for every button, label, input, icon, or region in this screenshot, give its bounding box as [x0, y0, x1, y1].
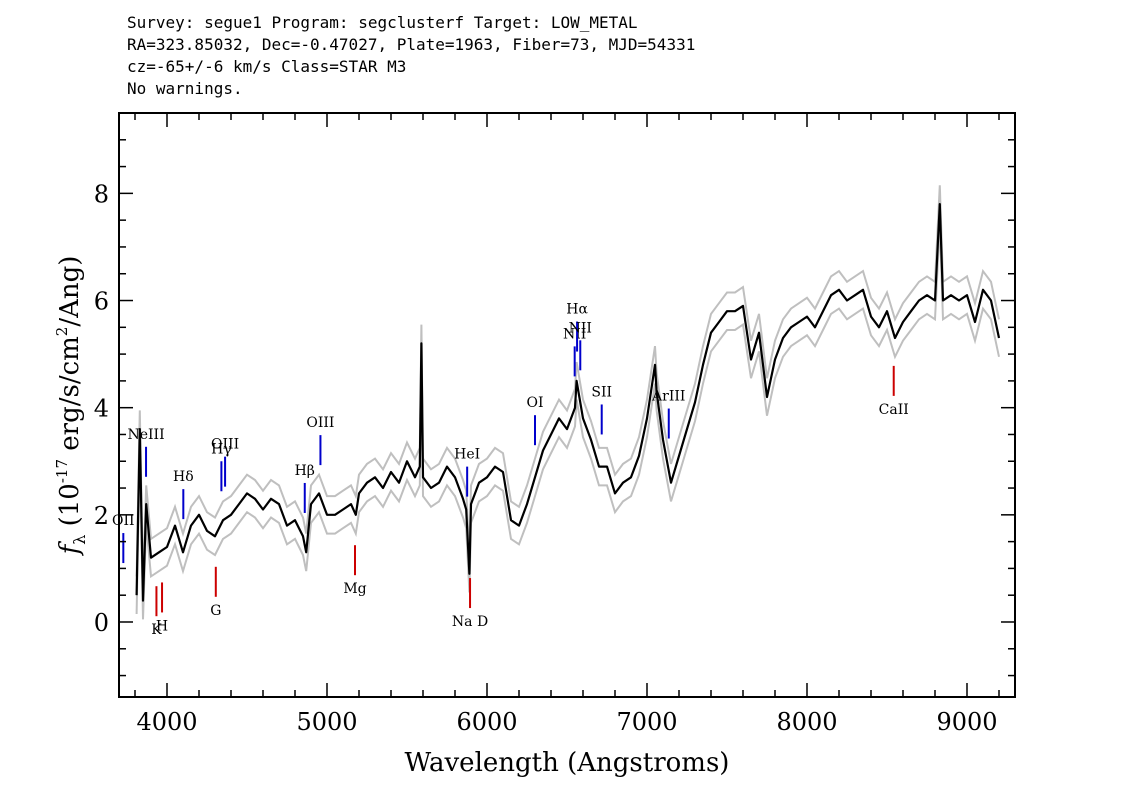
- line-label: Hβ: [295, 463, 315, 479]
- line-label: OIII: [306, 415, 334, 431]
- y-tick-label: 0: [94, 609, 109, 637]
- line-label: Mg: [343, 581, 366, 597]
- x-tick-label: 9000: [936, 708, 997, 736]
- x-tick-label: 6000: [456, 708, 517, 736]
- x-tick-label: 8000: [776, 708, 837, 736]
- line-label: CaII: [879, 402, 909, 418]
- line-label: H: [156, 618, 168, 634]
- x-tick-label: 5000: [296, 708, 357, 736]
- error-lower: [135, 222, 1000, 620]
- warnings-line: No warnings.: [127, 79, 243, 98]
- y-axis-label: fλ (10-17 erg/s/cm2/Ang): [53, 256, 89, 557]
- y-tick-label: 2: [94, 502, 109, 530]
- y-tick-label: 6: [94, 288, 109, 316]
- line-label: OIII: [211, 437, 239, 453]
- y-tick-label: 8: [94, 180, 109, 208]
- line-label: OI: [526, 395, 543, 411]
- line-label: HeI: [454, 447, 480, 463]
- x-tick-label: 7000: [616, 708, 677, 736]
- error-band: [135, 185, 1000, 620]
- line-label: NII: [563, 326, 586, 342]
- line-label: Hδ: [173, 469, 194, 485]
- plot-frame: [118, 112, 1016, 698]
- redshift-class-line: cz=-65+/-6 km/s Class=STAR M3: [127, 57, 407, 76]
- line-label: Hγ: [211, 441, 232, 457]
- line-label: SII: [591, 384, 612, 400]
- line-label: ArIII: [651, 389, 685, 405]
- flux-line: [135, 203, 1001, 602]
- line-label: NeIII: [127, 427, 164, 443]
- x-axis-label: Wavelength (Angstroms): [405, 748, 730, 778]
- coordinates-line: RA=323.85032, Dec=-0.47027, Plate=1963, …: [127, 35, 696, 54]
- line-label: Hα: [566, 302, 588, 318]
- line-label: OII: [112, 513, 135, 529]
- axis-ticks: 4000 5000 6000 7000 8000 9000 0 2 4 6 8: [94, 113, 1015, 736]
- spectrum-header: Survey: segue1 Program: segclusterf Targ…: [127, 12, 695, 100]
- line-label: NII: [569, 320, 592, 336]
- line-label: K: [151, 622, 162, 638]
- x-tick-label: 4000: [136, 708, 197, 736]
- error-upper: [135, 185, 1000, 582]
- y-tick-label: 4: [94, 395, 109, 423]
- flux-series: [135, 203, 1001, 602]
- survey-line: Survey: segue1 Program: segclusterf Targ…: [127, 13, 638, 32]
- line-label: G: [210, 603, 221, 619]
- line-label: Na D: [452, 614, 488, 630]
